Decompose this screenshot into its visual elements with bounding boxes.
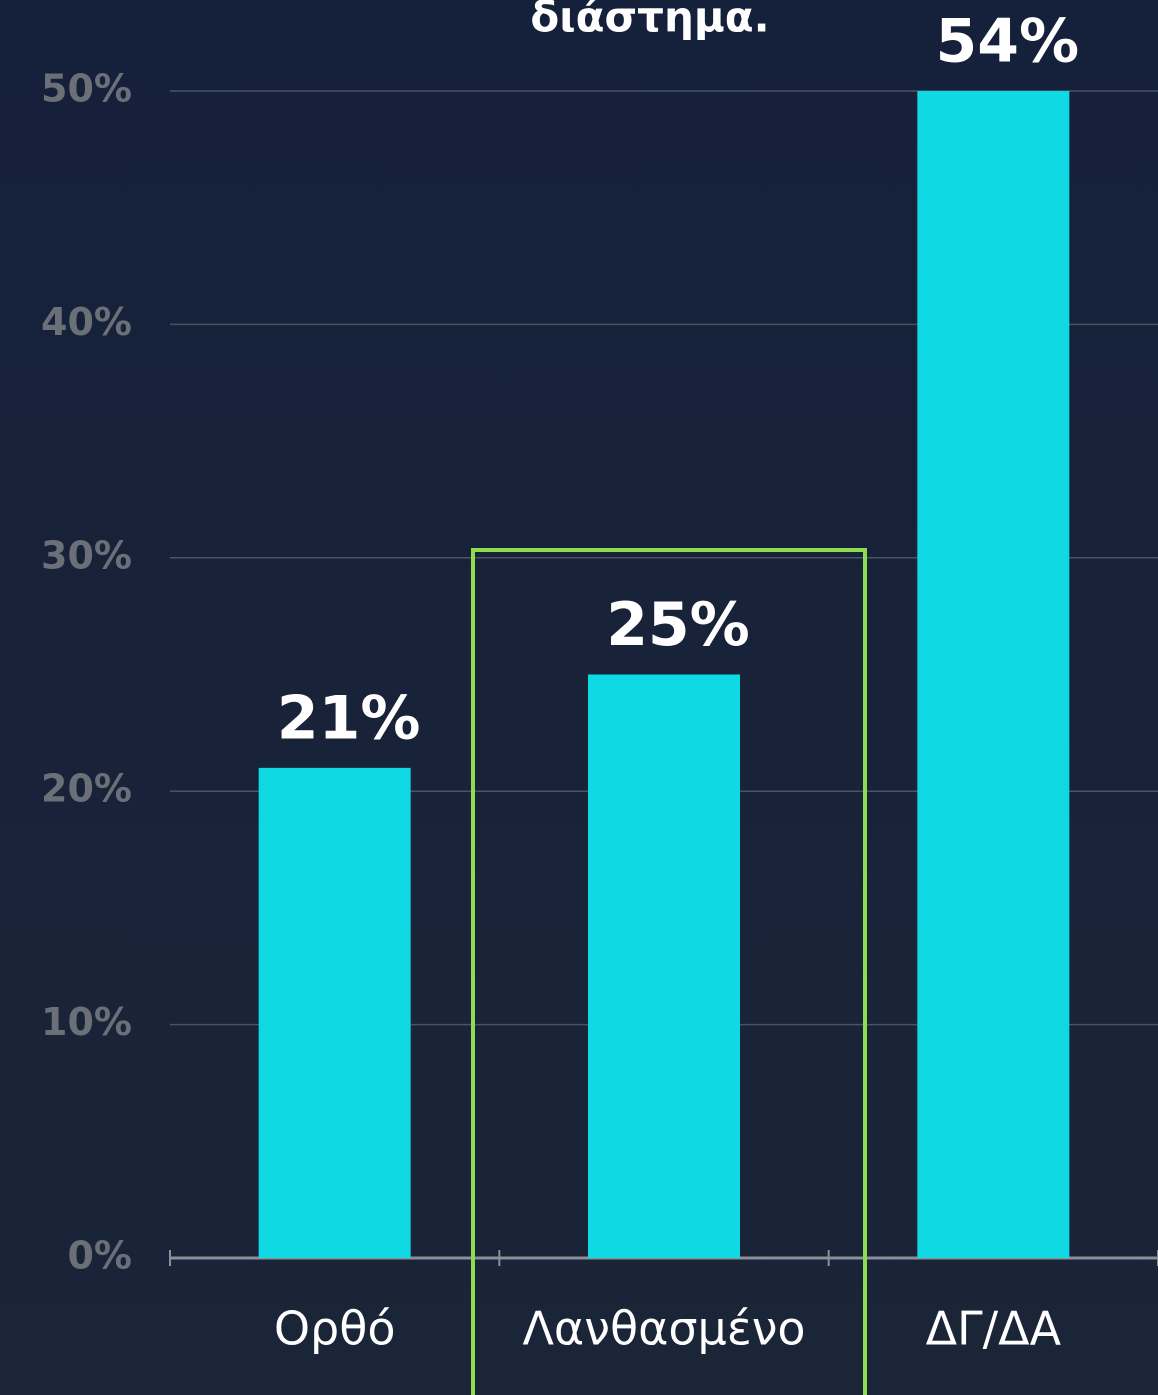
y-tick-label: 40% [41, 300, 132, 344]
value-label: 25% [606, 590, 750, 660]
y-tick-label: 50% [41, 67, 132, 111]
value-label: 54% [936, 7, 1080, 77]
value-label: 21% [277, 683, 421, 753]
bars [258, 91, 1070, 1258]
bar [917, 91, 1070, 1258]
highlight-box [471, 548, 867, 1395]
x-tick-label: Ορθό [274, 1302, 396, 1356]
labels: 0% 10% 20% 30% 40% 50% Ορθό 21% Λανθασμένο 25% ΔΓ/… [41, 7, 1079, 1356]
y-tick-label: 30% [41, 533, 132, 577]
bar [258, 767, 411, 1258]
chart-title: διάστημα. [530, 0, 769, 42]
bar [588, 674, 740, 1258]
y-tick-label: 10% [41, 1000, 132, 1044]
y-tick-label: 20% [41, 767, 132, 811]
x-tick-label: ΔΓ/ΔΑ [926, 1302, 1062, 1356]
x-tick-label: Λανθασμένο [522, 1302, 805, 1356]
y-tick-label: 0% [67, 1234, 132, 1278]
